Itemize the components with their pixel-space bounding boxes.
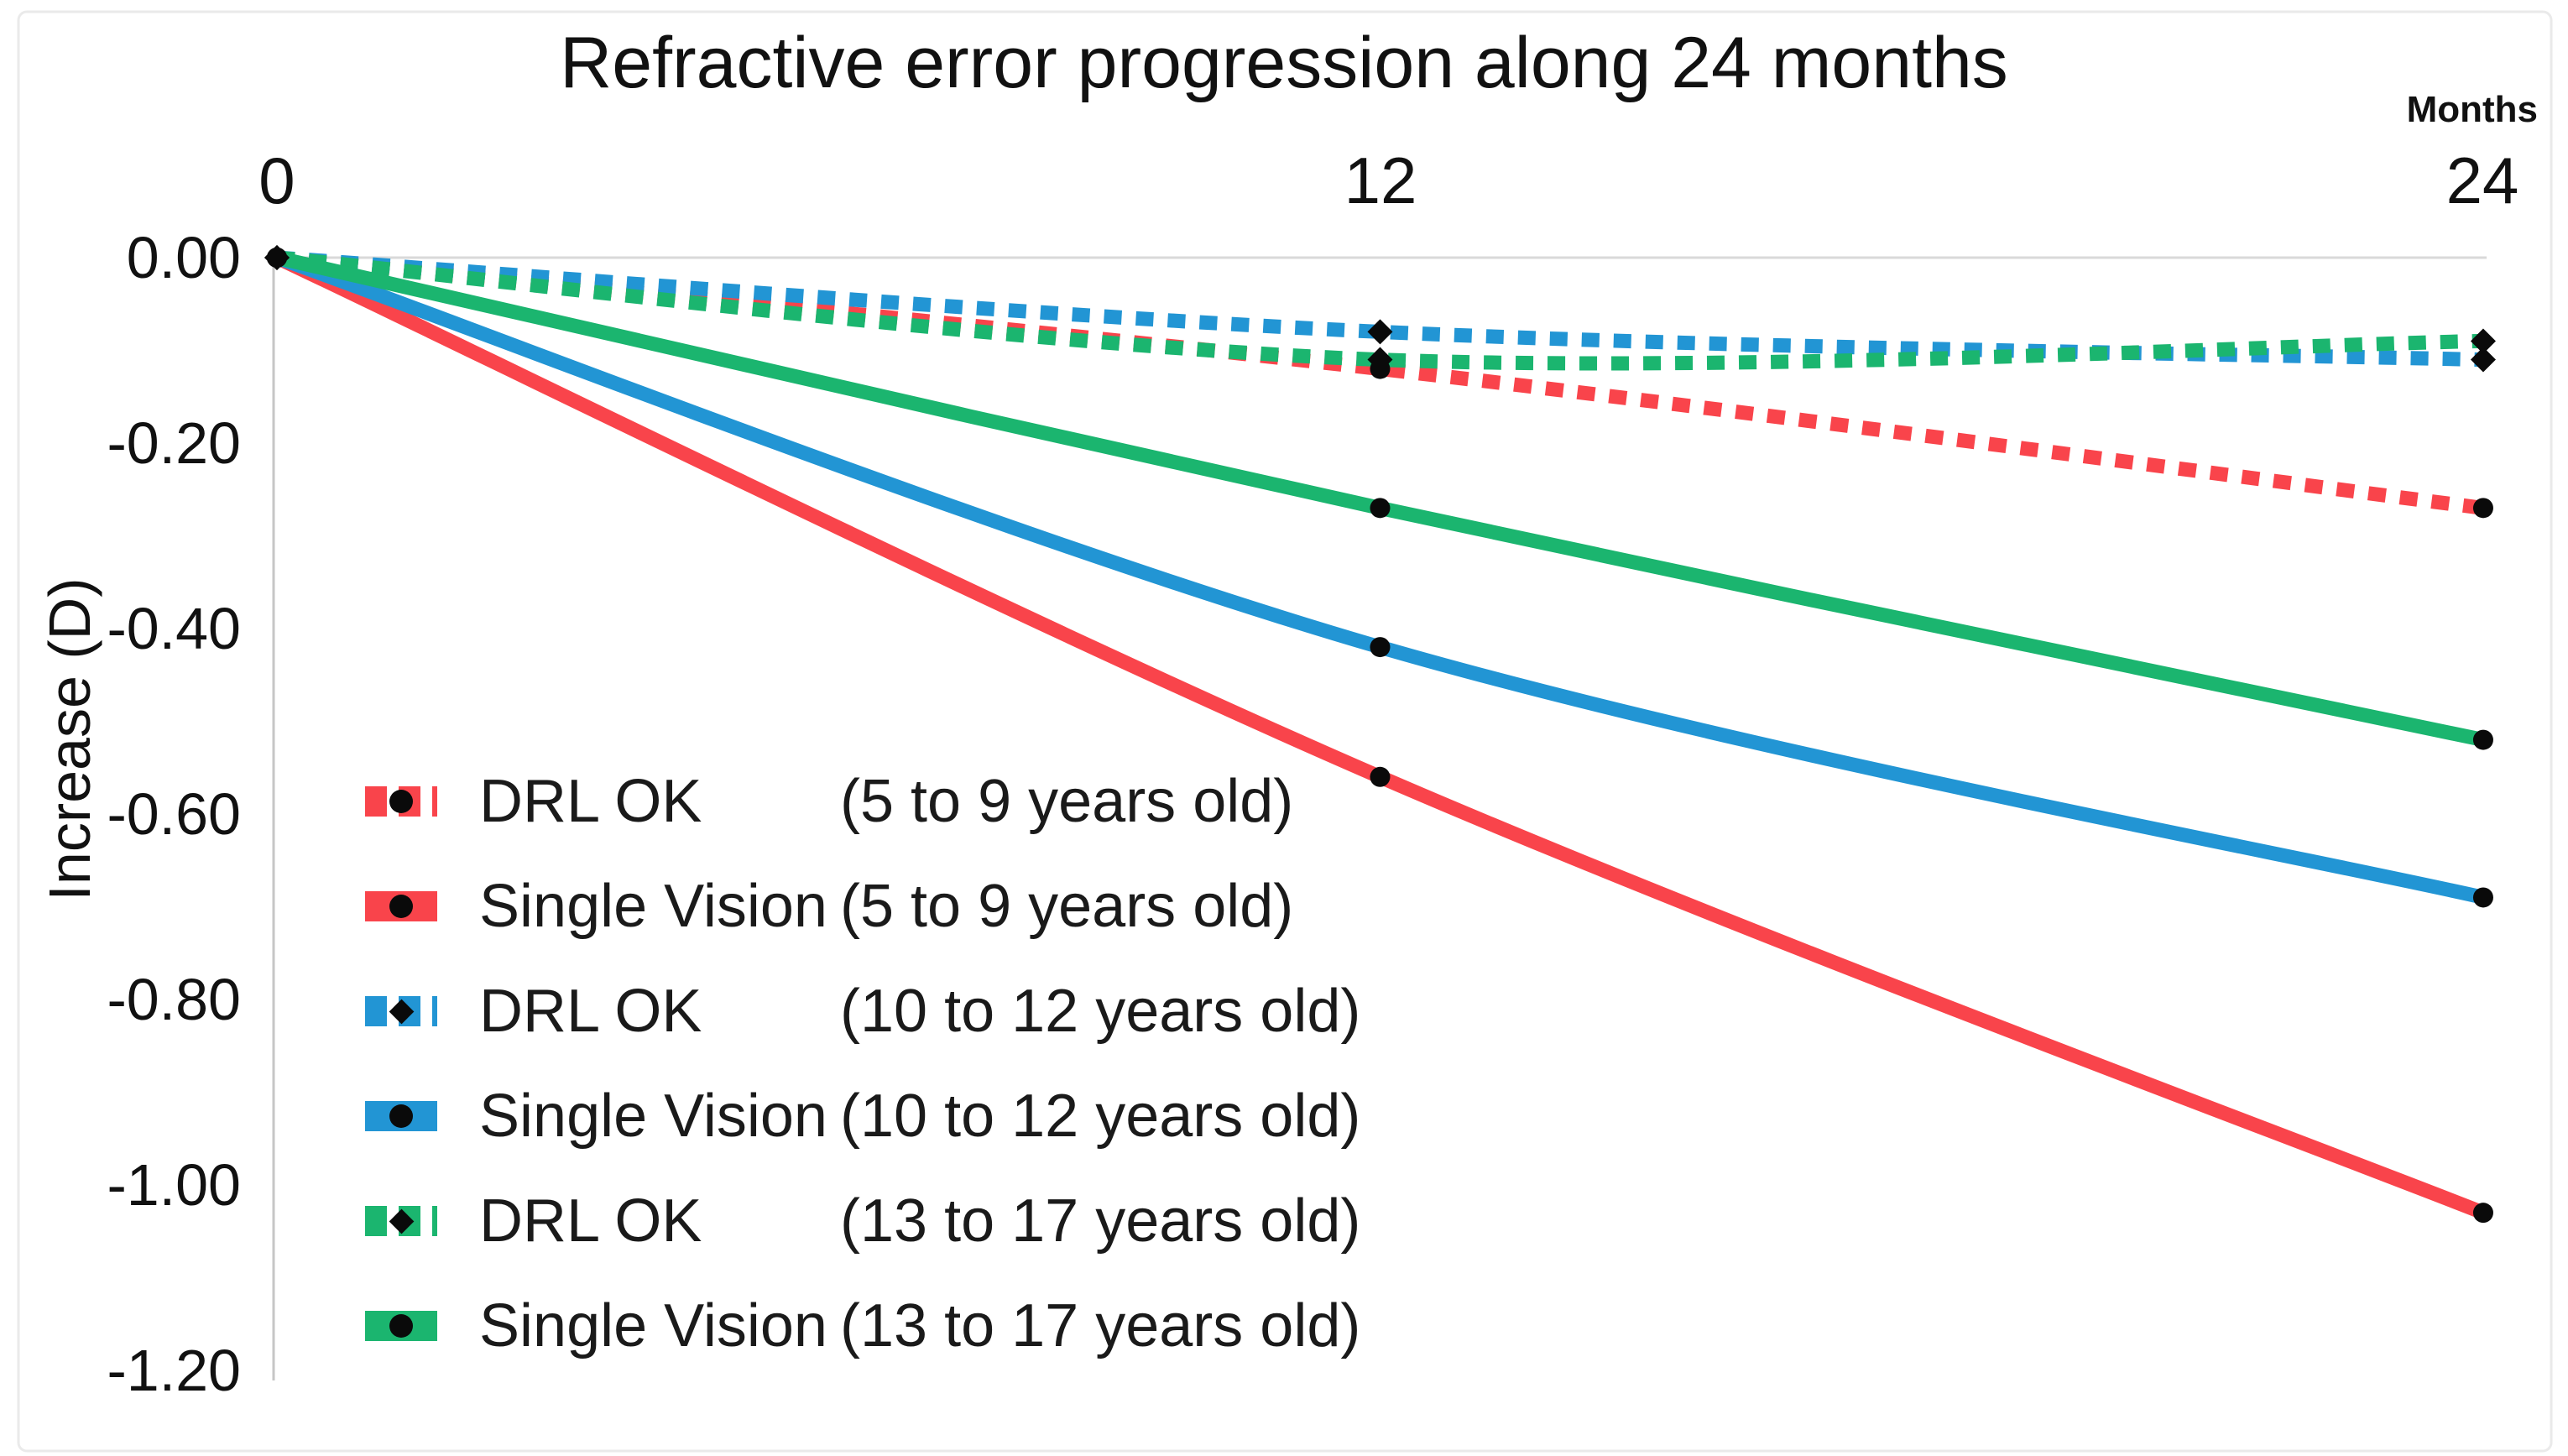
legend-swatch-dashed-blue <box>365 996 437 1026</box>
legend-age-group: (10 to 12 years old) <box>840 978 1361 1045</box>
data-point-marker-5 <box>2472 729 2493 750</box>
y-tick--0.40: -0.40 <box>107 596 241 661</box>
legend-age-group: (10 to 12 years old) <box>840 1083 1361 1150</box>
x-tick-0: 0 <box>258 144 295 217</box>
legend-age-group: (5 to 9 years old) <box>840 873 1294 940</box>
y-tick--0.20: -0.20 <box>107 410 241 476</box>
data-point-marker-1 <box>1370 766 1391 787</box>
data-point-marker-5 <box>1370 498 1391 519</box>
legend-age-group: (5 to 9 years old) <box>840 768 1294 835</box>
y-tick-0.00: 0.00 <box>126 225 241 290</box>
legend-marker-icon <box>389 1314 413 1338</box>
legend-swatch-solid-blue <box>365 1101 437 1131</box>
x-axis-unit-label: Months <box>2406 89 2538 130</box>
legend-series-name: DRL OK <box>479 978 702 1045</box>
legend-series-name: Single Vision <box>479 1292 827 1359</box>
legend-series-name: DRL OK <box>479 1187 702 1255</box>
legend-age-group: (13 to 17 years old) <box>840 1292 1361 1359</box>
data-point-marker-2 <box>1367 319 1393 345</box>
legend-item-drl-ok-13-17: DRL OK (13 to 17 years old) <box>365 1183 1360 1259</box>
legend-marker-icon <box>389 999 414 1024</box>
legend-item-drl-ok-5-9: DRL OK (5 to 9 years old) <box>365 764 1293 839</box>
y-tick--0.60: -0.60 <box>107 781 241 847</box>
data-point-marker-3 <box>2472 887 2493 908</box>
data-point-marker-4 <box>1367 347 1393 373</box>
legend-swatch-solid-red <box>365 891 437 921</box>
legend-item-single-vision-13-17: Single Vision (13 to 17 years old) <box>365 1288 1360 1364</box>
series-line-1 <box>269 250 2491 1220</box>
data-point-marker-1 <box>2472 1203 2493 1224</box>
legend-item-drl-ok-10-12: DRL OK (10 to 12 years old) <box>365 973 1360 1049</box>
legend-swatch-dashed-green <box>365 1206 437 1236</box>
legend-swatch-solid-green <box>365 1311 437 1341</box>
x-tick-12: 12 <box>1344 144 1417 217</box>
legend-series-name: DRL OK <box>479 768 702 835</box>
y-tick--1.20: -1.20 <box>107 1338 241 1403</box>
figure-border <box>17 10 2553 1453</box>
series-markers <box>264 245 2496 1224</box>
legend-marker-icon <box>389 895 413 918</box>
legend-marker-icon <box>389 1104 413 1128</box>
data-point-marker-4 <box>2470 328 2496 354</box>
legend-age-group: (13 to 17 years old) <box>840 1187 1361 1255</box>
x-tick-24: 24 <box>2445 144 2519 217</box>
chart-title: Refractive error progression along 24 mo… <box>560 23 2008 103</box>
data-point-marker-5 <box>267 248 287 268</box>
legend-marker-icon <box>389 1208 414 1234</box>
legend-item-single-vision-5-9: Single Vision (5 to 9 years old) <box>365 869 1293 944</box>
y-axis-title: Increase (D) <box>37 577 102 901</box>
legend-item-single-vision-10-12: Single Vision (10 to 12 years old) <box>365 1078 1360 1154</box>
legend-series-name: Single Vision <box>479 1083 827 1150</box>
data-point-marker-0 <box>2472 498 2493 519</box>
y-tick--0.80: -0.80 <box>107 967 241 1032</box>
data-point-marker-3 <box>1370 637 1391 658</box>
data-point-marker-2 <box>2470 347 2496 373</box>
series-lines <box>269 250 2491 1220</box>
y-tick--1.00: -1.00 <box>107 1152 241 1218</box>
legend-swatch-dashed-red <box>365 786 437 817</box>
legend-marker-icon <box>389 790 413 813</box>
legend-series-name: Single Vision <box>479 873 827 940</box>
